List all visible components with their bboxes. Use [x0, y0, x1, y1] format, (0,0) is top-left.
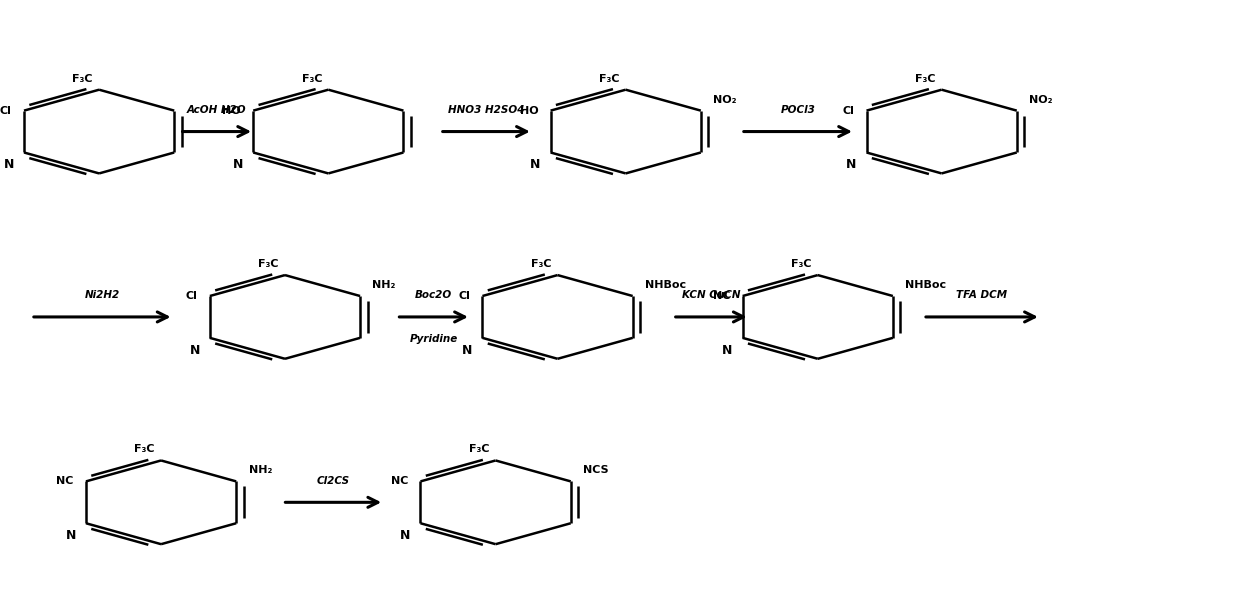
Text: HNO3 H2SO4: HNO3 H2SO4 [449, 105, 524, 115]
Text: NC: NC [56, 477, 73, 486]
Text: NCS: NCS [584, 465, 608, 475]
Text: F₃C: F₃C [301, 74, 322, 84]
Text: F₃C: F₃C [530, 259, 551, 269]
Text: N: N [66, 529, 76, 542]
Text: NO₂: NO₂ [714, 94, 737, 105]
Text: N: N [462, 344, 472, 357]
Text: F₃C: F₃C [258, 259, 279, 269]
Text: F₃C: F₃C [790, 259, 812, 269]
Text: F₃C: F₃C [134, 444, 155, 454]
Text: NO₂: NO₂ [1030, 94, 1053, 105]
Text: F₃C: F₃C [598, 74, 620, 84]
Text: NH₂: NH₂ [249, 465, 271, 475]
Text: NHBoc: NHBoc [646, 280, 686, 290]
Text: Cl2CS: Cl2CS [317, 475, 349, 486]
Text: F₃C: F₃C [914, 74, 935, 84]
Text: N: N [400, 529, 410, 542]
Text: N: N [190, 344, 199, 357]
Text: N: N [233, 158, 243, 172]
Text: AcOH H2O: AcOH H2O [187, 105, 247, 115]
Text: KCN CuCN: KCN CuCN [681, 290, 741, 300]
Text: N: N [530, 158, 540, 172]
Text: F₃C: F₃C [468, 444, 489, 454]
Text: N: N [846, 158, 856, 172]
Text: HO: HO [519, 106, 538, 115]
Text: Pyridine: Pyridine [410, 334, 457, 344]
Text: NHBoc: NHBoc [906, 280, 947, 290]
Text: N: N [4, 158, 14, 172]
Text: NC: NC [390, 477, 408, 486]
Text: Cl: Cl [843, 106, 854, 115]
Text: F₃C: F₃C [72, 74, 93, 84]
Text: NC: NC [712, 291, 730, 301]
Text: TFA DCM: TFA DCM [957, 290, 1007, 300]
Text: NH₂: NH₂ [373, 280, 395, 290]
Text: Cl: Cl [186, 291, 197, 301]
Text: Boc2O: Boc2O [415, 290, 452, 300]
Text: HO: HO [222, 106, 240, 115]
Text: N: N [722, 344, 732, 357]
Text: Cl: Cl [0, 106, 11, 115]
Text: Cl: Cl [458, 291, 470, 301]
Text: Ni2H2: Ni2H2 [84, 290, 120, 300]
Text: POCl3: POCl3 [781, 105, 815, 115]
